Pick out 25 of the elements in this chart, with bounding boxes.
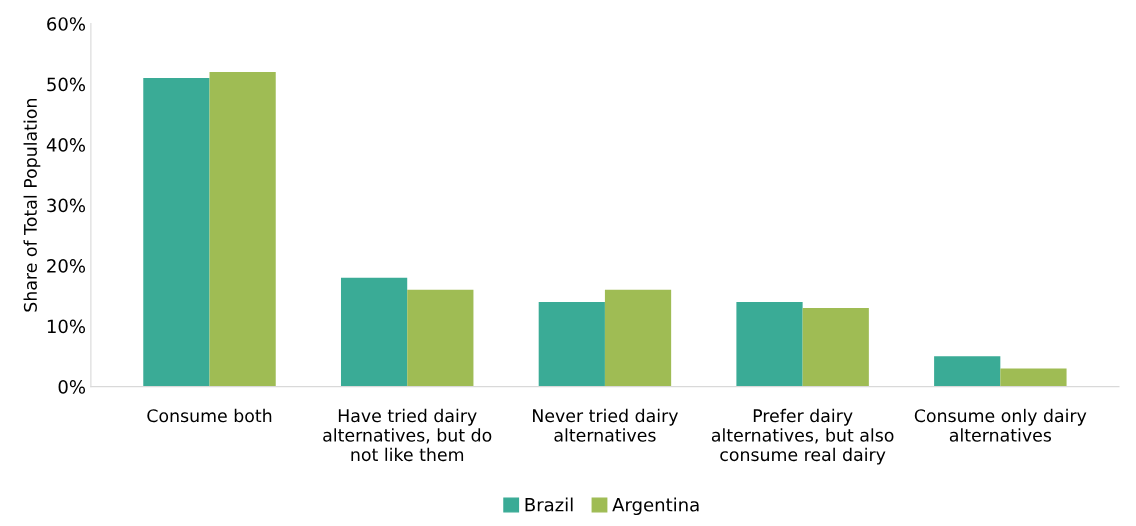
x-tick-label: Prefer dairy alternatives, but also consume real dairy [711,408,894,465]
bar [538,301,605,387]
y-tick-label: 30% [47,198,86,213]
y-tick-label: 40% [46,138,86,152]
y-tick-label: 10% [47,319,86,334]
bar [143,78,210,387]
bar [209,72,276,387]
y-tick-label: 20% [47,259,86,273]
bar [802,307,869,387]
y-tick-label: 0% [58,380,86,394]
x-tick-label: Never tried dairy alternatives [533,408,678,442]
bar [407,289,474,387]
y-tick-label: 50% [47,77,86,92]
legend-label: Argentina [612,497,699,516]
x-tick-label: Consume both [147,408,272,423]
bar [736,301,803,387]
legend-label: Brazil [525,497,573,512]
bar [1000,368,1067,387]
bar [934,356,1001,387]
x-tick-label: Have tried dairy alternatives, but do not like them [323,408,492,462]
y-tick-label: 60% [47,17,86,31]
bar [604,289,672,387]
bar [340,277,408,387]
y-axis-title: Share of Total Population [23,99,41,312]
x-tick-label: Consume only dairy alternatives [914,408,1087,442]
